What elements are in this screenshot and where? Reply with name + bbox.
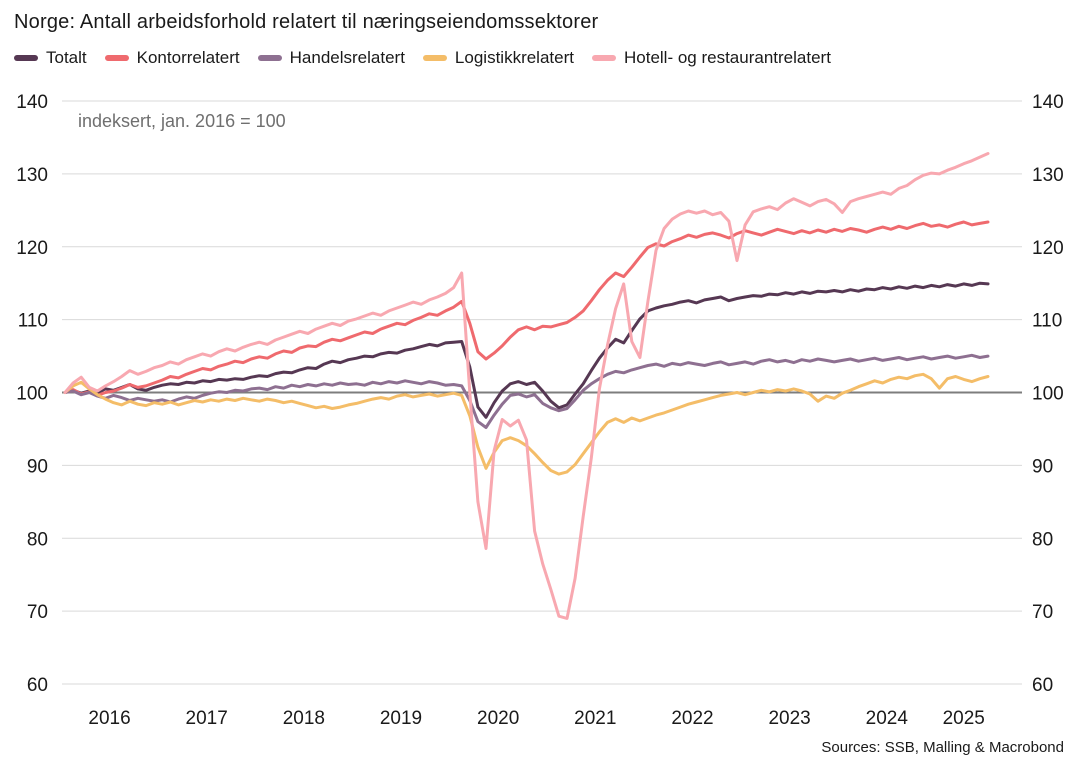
x-tick-2019: 2019	[380, 708, 422, 729]
x-tick-2021: 2021	[574, 708, 616, 729]
chart-line-totalt	[63, 281, 990, 419]
legend-swatch-logistikkrelatert	[422, 55, 447, 61]
legend-item-kontorrelatert: Kontorrelatert	[104, 48, 240, 68]
legend-item-logistikkrelatert: Logistikkrelatert	[422, 48, 574, 68]
y-tick-left-140: 140	[16, 92, 48, 113]
y-tick-right-140: 140	[1032, 92, 1064, 113]
legend-label-logistikkrelatert: Logistikkrelatert	[454, 48, 574, 67]
chart-line-hotell-og-restaurantrelatert	[63, 152, 990, 620]
chart-legend: Totalt Kontorrelatert Handelsrelatert Lo…	[14, 48, 831, 68]
y-tick-left-80: 80	[27, 529, 48, 550]
chart-subtitle: indeksert, jan. 2016 = 100	[78, 111, 286, 131]
legend-swatch-kontorrelatert	[104, 55, 129, 61]
chart-line-handelsrelatert	[63, 353, 990, 429]
y-tick-right-90: 90	[1032, 456, 1053, 477]
y-tick-right-80: 80	[1032, 529, 1053, 550]
y-tick-left-100: 100	[16, 384, 48, 405]
y-tick-right-100: 100	[1032, 384, 1064, 405]
legend-item-totalt: Totalt	[14, 48, 87, 68]
y-tick-left-60: 60	[27, 675, 48, 696]
y-tick-right-120: 120	[1032, 238, 1064, 259]
x-tick-2025: 2025	[943, 708, 985, 729]
legend-item-hotell: Hotell- og restaurantrelatert	[591, 48, 831, 68]
source-note: Sources: SSB, Malling & Macrobond	[821, 739, 1064, 756]
x-tick-2022: 2022	[671, 708, 713, 729]
y-tick-left-130: 130	[16, 165, 48, 186]
y-tick-right-110: 110	[1032, 311, 1062, 332]
chart-line-logistikkrelatert	[63, 372, 990, 476]
y-tick-left-120: 120	[16, 238, 48, 259]
x-tick-2023: 2023	[768, 708, 810, 729]
y-tick-left-90: 90	[27, 456, 48, 477]
legend-swatch-totalt	[14, 55, 38, 61]
y-tick-left-110: 110	[18, 311, 48, 332]
y-tick-left-70: 70	[27, 602, 48, 623]
chart-title: Norge: Antall arbeidsforhold relatert ti…	[14, 11, 599, 33]
x-tick-2018: 2018	[283, 708, 325, 729]
x-tick-2024: 2024	[866, 708, 909, 729]
x-tick-2017: 2017	[186, 708, 228, 729]
y-tick-right-70: 70	[1032, 602, 1053, 623]
legend-label-handelsrelatert: Handelsrelatert	[289, 48, 405, 67]
x-tick-2016: 2016	[88, 708, 130, 729]
y-tick-right-130: 130	[1032, 165, 1064, 186]
legend-item-handelsrelatert: Handelsrelatert	[257, 48, 405, 68]
y-tick-right-60: 60	[1032, 675, 1053, 696]
legend-label-kontorrelatert: Kontorrelatert	[136, 48, 240, 67]
legend-label-hotell: Hotell- og restaurantrelatert	[623, 48, 831, 67]
legend-label-totalt: Totalt	[46, 48, 87, 67]
legend-swatch-hotell	[591, 55, 616, 61]
x-tick-2020: 2020	[477, 708, 519, 729]
chart-line-kontorrelatert	[63, 220, 990, 397]
legend-swatch-handelsrelatert	[257, 55, 282, 61]
